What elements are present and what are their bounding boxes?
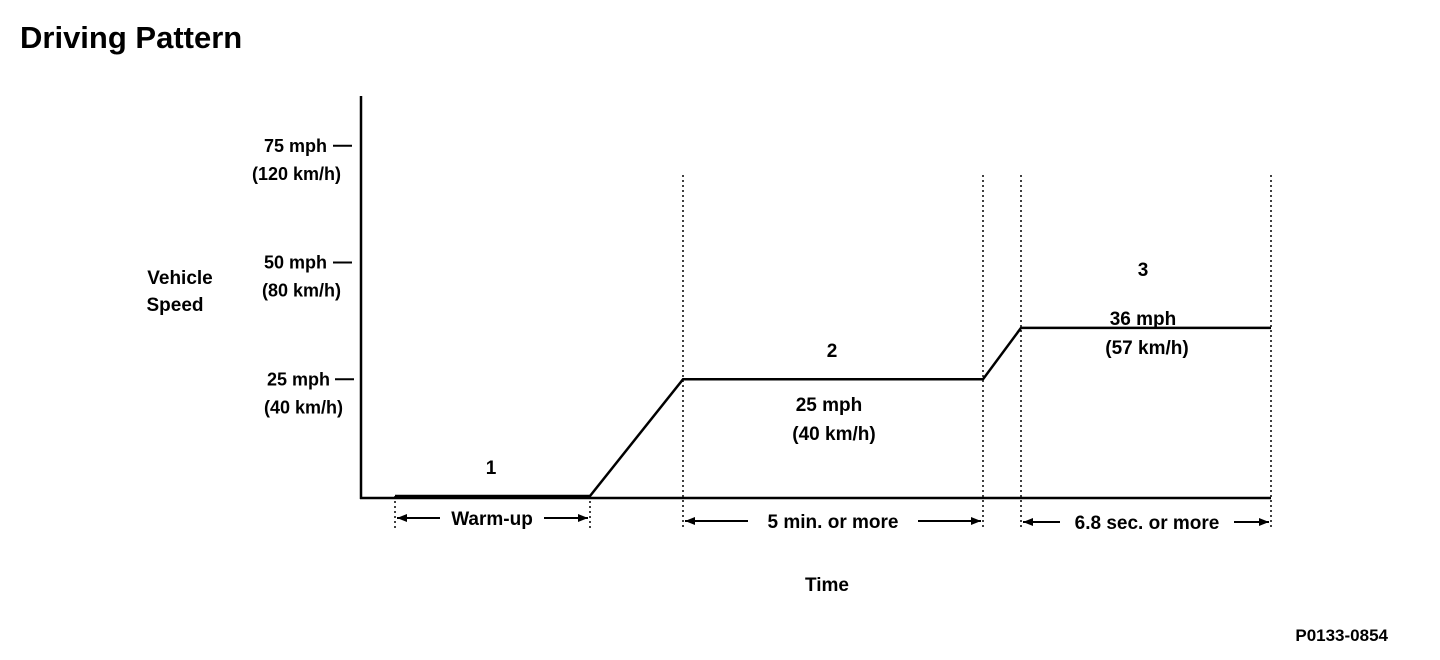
y-tick-50: 50 mph (80 km/h) [262, 253, 352, 301]
step-3-label: 3 [1138, 260, 1149, 281]
speed-profile-line [395, 326, 1271, 498]
step-3-speed-label: 36 mph [1110, 309, 1177, 330]
duration-step3: 6.8 sec. or more [1023, 513, 1269, 534]
y-tick-25: 25 mph (40 km/h) [264, 369, 354, 417]
step-3-speed-sublabel: (57 km/h) [1105, 338, 1188, 359]
step-2-label: 2 [827, 341, 838, 362]
figure-id: P0133-0854 [1295, 626, 1388, 645]
duration-warmup: Warm-up [397, 509, 588, 530]
duration-step3-label: 6.8 sec. or more [1075, 513, 1220, 534]
duration-step2: 5 min. or more [685, 512, 981, 533]
y-tick-label-50: 50 mph [264, 253, 327, 273]
y-tick-sublabel-75: (120 km/h) [252, 164, 341, 184]
y-tick-sublabel-25: (40 km/h) [264, 397, 343, 417]
duration-step2-label: 5 min. or more [768, 512, 899, 533]
duration-warmup-label: Warm-up [451, 509, 533, 530]
x-axis-label: Time [805, 575, 849, 596]
step-1-label: 1 [486, 458, 497, 479]
step-2-speed-sublabel: (40 km/h) [792, 424, 875, 445]
y-tick-75: 75 mph (120 km/h) [252, 136, 352, 184]
page-title: Driving Pattern [20, 20, 243, 55]
step-2-speed-label: 25 mph [796, 395, 863, 416]
y-axis-label-line-2: Speed [146, 295, 203, 316]
y-tick-label-25: 25 mph [267, 369, 330, 389]
y-tick-sublabel-50: (80 km/h) [262, 281, 341, 301]
phase-boundaries [394, 175, 1272, 530]
y-tick-label-75: 75 mph [264, 136, 327, 156]
y-axis-label-line-1: Vehicle [147, 268, 213, 289]
